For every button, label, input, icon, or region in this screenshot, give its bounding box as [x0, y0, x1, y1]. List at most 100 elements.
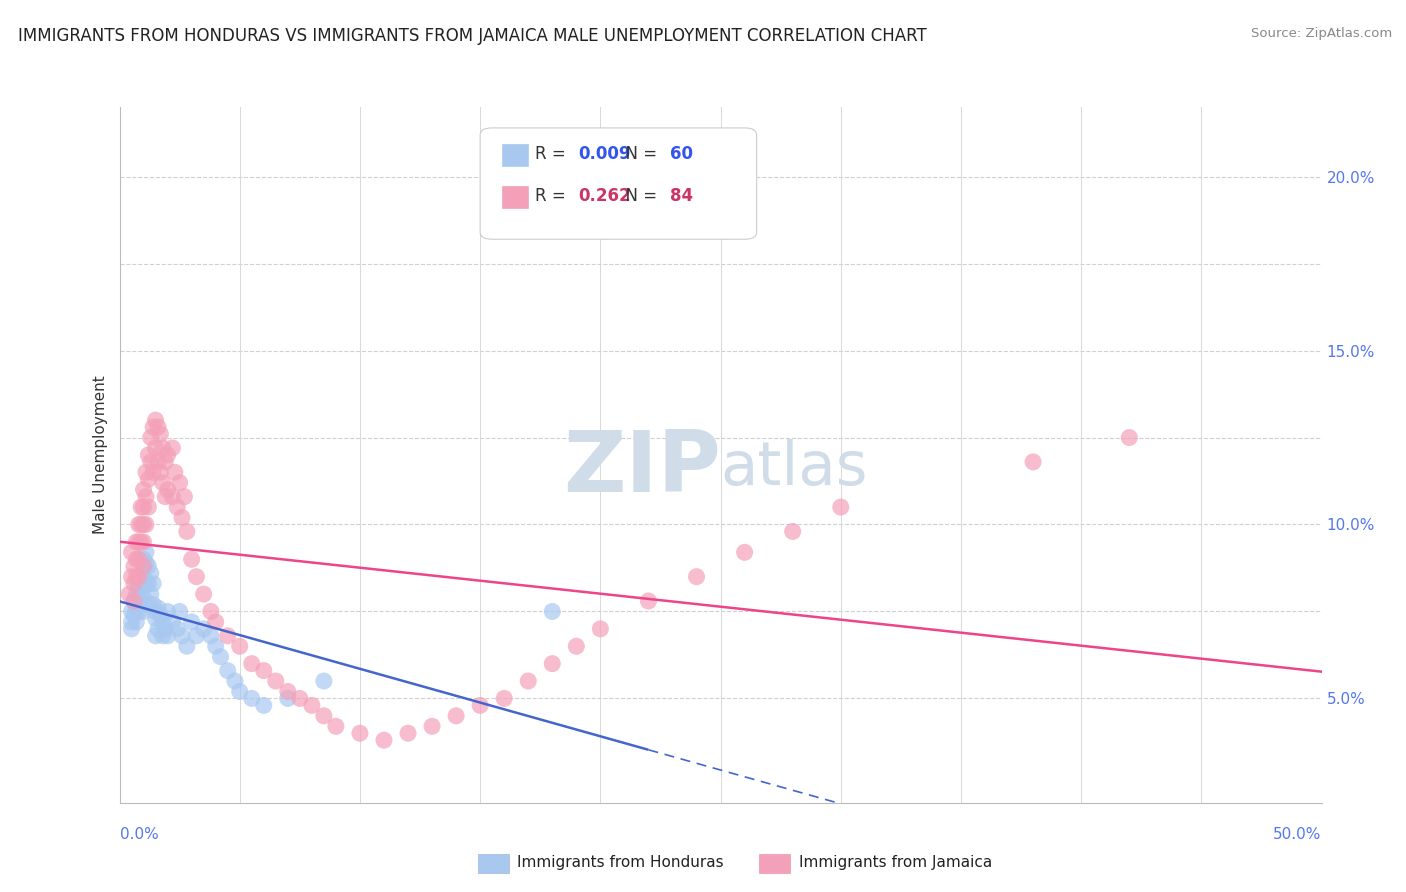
Point: [1118, 430, 1140, 444]
Point: [209, 649, 232, 664]
Point: [132, 483, 155, 497]
Point: [685, 570, 707, 584]
Point: [129, 517, 152, 532]
Point: [149, 466, 172, 480]
Point: [176, 524, 198, 539]
Point: [121, 615, 143, 629]
Point: [264, 674, 287, 689]
Point: [128, 591, 150, 605]
Point: [121, 622, 143, 636]
Point: [138, 576, 160, 591]
Point: [138, 500, 160, 514]
Point: [176, 639, 198, 653]
Text: 0.0%: 0.0%: [120, 827, 159, 841]
Point: [204, 615, 226, 629]
Point: [125, 601, 148, 615]
Point: [139, 587, 162, 601]
Point: [349, 726, 371, 740]
Point: [142, 466, 165, 480]
Point: [312, 708, 335, 723]
Point: [132, 605, 155, 619]
Point: [170, 629, 193, 643]
Point: [142, 420, 165, 434]
Point: [145, 441, 167, 455]
Point: [132, 559, 155, 574]
Point: [138, 448, 160, 462]
Text: 60: 60: [671, 145, 693, 163]
Point: [146, 420, 169, 434]
Point: [494, 691, 516, 706]
Point: [129, 594, 152, 608]
Point: [444, 708, 467, 723]
Text: IMMIGRANTS FROM HONDURAS VS IMMIGRANTS FROM JAMAICA MALE UNEMPLOYMENT CORRELATIO: IMMIGRANTS FROM HONDURAS VS IMMIGRANTS F…: [18, 27, 927, 45]
Point: [153, 455, 176, 469]
Point: [166, 500, 188, 514]
Point: [253, 664, 276, 678]
FancyBboxPatch shape: [502, 144, 529, 166]
FancyBboxPatch shape: [502, 186, 529, 208]
Point: [156, 629, 179, 643]
Point: [146, 455, 169, 469]
Point: [156, 605, 179, 619]
Point: [152, 441, 174, 455]
Point: [128, 605, 150, 619]
Point: [121, 570, 143, 584]
Point: [637, 594, 659, 608]
Point: [142, 576, 165, 591]
Point: [162, 490, 184, 504]
Point: [153, 622, 176, 636]
Point: [135, 466, 157, 480]
FancyBboxPatch shape: [479, 128, 756, 239]
Y-axis label: Male Unemployment: Male Unemployment: [93, 376, 108, 534]
Point: [145, 605, 167, 619]
Point: [122, 559, 145, 574]
Point: [125, 587, 148, 601]
Point: [163, 466, 186, 480]
Point: [180, 615, 202, 629]
Point: [169, 475, 191, 490]
Point: [200, 629, 222, 643]
Point: [121, 545, 143, 559]
Point: [132, 580, 155, 594]
Point: [288, 691, 311, 706]
Point: [135, 556, 157, 570]
Text: R =: R =: [536, 145, 571, 163]
Point: [152, 615, 174, 629]
Point: [138, 472, 160, 486]
Point: [142, 598, 165, 612]
Point: [125, 552, 148, 566]
Point: [139, 566, 162, 581]
Point: [162, 441, 184, 455]
Point: [149, 607, 172, 622]
Text: 50.0%: 50.0%: [1274, 827, 1322, 841]
Point: [1022, 455, 1045, 469]
Point: [253, 698, 276, 713]
Point: [132, 534, 155, 549]
Point: [277, 691, 299, 706]
Point: [138, 559, 160, 574]
Point: [186, 629, 208, 643]
Text: N =: N =: [614, 145, 662, 163]
Point: [135, 490, 157, 504]
Point: [145, 629, 167, 643]
Text: ZIP: ZIP: [562, 427, 720, 510]
Point: [541, 657, 564, 671]
Point: [125, 534, 148, 549]
Point: [129, 570, 152, 584]
Point: [122, 576, 145, 591]
Point: [589, 622, 612, 636]
Text: Immigrants from Honduras: Immigrants from Honduras: [517, 855, 724, 870]
Point: [565, 639, 588, 653]
Point: [170, 510, 193, 524]
Point: [217, 664, 239, 678]
Point: [153, 490, 176, 504]
Point: [139, 430, 162, 444]
Point: [132, 500, 155, 514]
Text: 0.262: 0.262: [579, 187, 631, 205]
Point: [204, 639, 226, 653]
Point: [129, 500, 152, 514]
Point: [145, 611, 167, 625]
Point: [169, 605, 191, 619]
Point: [135, 545, 157, 559]
Point: [156, 448, 179, 462]
